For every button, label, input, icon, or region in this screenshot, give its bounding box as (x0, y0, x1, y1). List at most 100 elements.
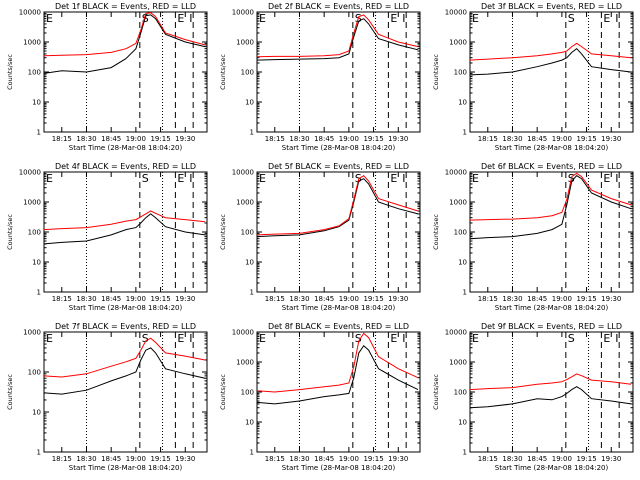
event-marker-label: S (142, 172, 149, 185)
event-marker-label: E (390, 12, 397, 25)
plot-frame (43, 331, 208, 453)
y-axis-label: Counts/sec (6, 214, 14, 250)
events-series-line (43, 347, 206, 395)
event-marker-label: I (189, 12, 192, 25)
x-tick-label: 19:30 (388, 135, 408, 143)
y-tick-label: 1 (250, 129, 254, 137)
detector-panel-1: Det 1f BLACK = Events, RED = LLD 1 10 100 10… (6, 2, 208, 152)
detector-panel-5: Det 5f BLACK = Events, RED = LLD 1 10 100 10… (219, 162, 421, 312)
x-axis-label: Start Time (28-Mar-08 18:04:20) (495, 464, 609, 472)
y-tick-label: 10000 (445, 9, 467, 17)
event-marker-label: I (402, 332, 405, 345)
x-tick-label: 19:00 (339, 135, 359, 143)
y-tick-label: 10 (245, 99, 254, 107)
x-tick-label: 18:45 (314, 455, 334, 463)
x-axis-label: Start Time (28-Mar-08 18:04:20) (69, 144, 183, 152)
panel-title: Det 4f BLACK = Events, RED = LLD (55, 162, 196, 171)
y-axis-label: Counts/sec (219, 214, 227, 250)
detector-panel-9: Det 9f BLACK = Events, RED = LLD 1 10 100 10… (432, 322, 634, 472)
x-tick-label: 18:45 (527, 135, 547, 143)
detector-panel-2: Det 2f BLACK = Events, RED = LLD 1 10 100 10… (219, 2, 421, 152)
y-tick-label: 1000 (23, 329, 41, 337)
x-tick-label: 19:15 (363, 295, 383, 303)
event-marker-label: E (46, 172, 53, 185)
y-tick-label: 100 (241, 389, 254, 397)
events-series-line (256, 178, 419, 238)
event-marker-label: E (390, 172, 397, 185)
y-tick-label: 1 (37, 129, 41, 137)
event-marker-label: I (615, 172, 618, 185)
x-tick-label: 19:15 (150, 295, 170, 303)
y-tick-label: 10 (32, 409, 41, 417)
x-tick-label: 18:45 (527, 295, 547, 303)
y-tick-label: 10 (458, 419, 467, 427)
y-tick-label: 1 (37, 449, 41, 457)
x-tick-label: 18:30 (76, 295, 96, 303)
y-axis-label: Counts/sec (432, 214, 440, 250)
event-marker-label: E (603, 172, 610, 185)
y-tick-label: 1 (37, 289, 41, 297)
plot-frame (256, 11, 421, 133)
y-axis-label: Counts/sec (432, 54, 440, 90)
y-tick-label: 10000 (232, 329, 254, 337)
event-marker-label: E (46, 332, 53, 345)
event-marker-label: S (568, 12, 575, 25)
y-tick-label: 100 (28, 229, 41, 237)
x-tick-label: 19:00 (126, 295, 146, 303)
y-tick-label: 10000 (232, 9, 254, 17)
event-marker-label: E (177, 332, 184, 345)
event-marker-label: E (259, 332, 266, 345)
x-tick-label: 18:15 (265, 135, 285, 143)
x-tick-label: 19:30 (175, 135, 195, 143)
x-tick-label: 18:30 (502, 455, 522, 463)
event-marker-label: S (142, 332, 149, 345)
x-axis-label: Start Time (28-Mar-08 18:04:20) (282, 464, 396, 472)
y-axis-label: Counts/sec (6, 374, 14, 410)
x-tick-label: 19:30 (601, 295, 621, 303)
y-tick-label: 10 (32, 99, 41, 107)
x-tick-label: 18:45 (101, 455, 121, 463)
plot-frame (43, 11, 208, 133)
lld-series-line (469, 373, 632, 391)
x-tick-label: 19:15 (363, 135, 383, 143)
y-tick-label: 1000 (23, 199, 41, 207)
event-marker-label: E (177, 172, 184, 185)
x-axis-label: Start Time (28-Mar-08 18:04:20) (282, 304, 396, 312)
x-tick-label: 18:45 (314, 295, 334, 303)
x-tick-label: 18:45 (101, 295, 121, 303)
y-tick-label: 1000 (449, 39, 467, 47)
lld-series-line (43, 337, 206, 378)
x-axis-label: Start Time (28-Mar-08 18:04:20) (69, 304, 183, 312)
y-axis-label: Counts/sec (219, 374, 227, 410)
plot-frame (469, 11, 634, 133)
plot-frame (256, 331, 421, 453)
y-axis-label: Counts/sec (6, 54, 14, 90)
x-axis-label: Start Time (28-Mar-08 18:04:20) (282, 144, 396, 152)
y-tick-label: 10000 (232, 169, 254, 177)
x-tick-label: 18:30 (502, 135, 522, 143)
y-tick-label: 100 (454, 229, 467, 237)
y-tick-label: 100 (28, 69, 41, 77)
event-marker-label: E (603, 12, 610, 25)
y-tick-label: 10 (245, 419, 254, 427)
y-tick-label: 100 (454, 69, 467, 77)
y-tick-label: 10000 (19, 169, 41, 177)
x-tick-label: 19:15 (150, 135, 170, 143)
panel-title: Det 8f BLACK = Events, RED = LLD (268, 322, 409, 331)
y-tick-label: 10 (458, 99, 467, 107)
x-tick-label: 19:30 (388, 455, 408, 463)
x-tick-label: 19:00 (552, 135, 572, 143)
event-marker-label: I (402, 172, 405, 185)
x-tick-label: 18:45 (101, 135, 121, 143)
x-tick-label: 19:00 (339, 455, 359, 463)
lld-series-line (256, 175, 419, 236)
lld-series-line (256, 14, 419, 58)
event-marker-label: E (472, 332, 479, 345)
events-series-line (469, 386, 632, 409)
detector-panel-4: Det 4f BLACK = Events, RED = LLD 1 10 100 10… (6, 162, 208, 312)
x-tick-label: 18:30 (289, 455, 309, 463)
x-tick-label: 19:00 (339, 295, 359, 303)
event-marker-label: E (390, 332, 397, 345)
y-tick-label: 1000 (236, 359, 254, 367)
x-axis-label: Start Time (28-Mar-08 18:04:20) (495, 304, 609, 312)
